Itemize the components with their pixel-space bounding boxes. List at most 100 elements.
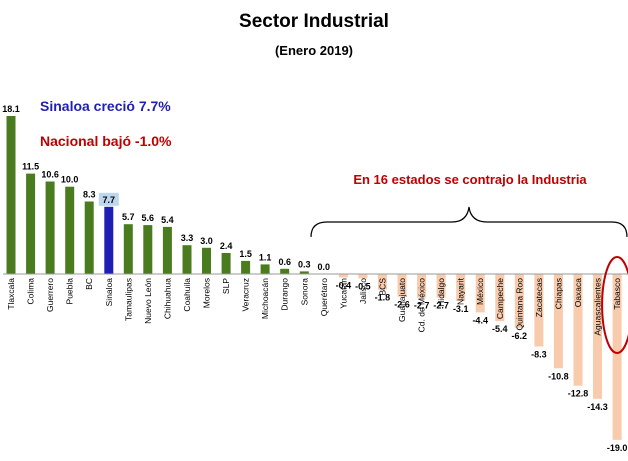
bar [573, 274, 583, 386]
highlight-label-background [98, 192, 119, 206]
bar [358, 274, 368, 279]
value-label: 5.6 [142, 213, 155, 223]
value-label: 5.7 [122, 212, 135, 222]
category-label: Veracruz [241, 278, 251, 312]
bar [84, 201, 94, 274]
category-label: Puebla [65, 278, 75, 305]
category-label: Aguascalientes [593, 278, 603, 336]
category-label: Tabasco [612, 278, 622, 310]
category-label: Durango [280, 278, 290, 311]
value-label: -0.4 [336, 281, 352, 291]
value-label: -8.3 [531, 350, 547, 360]
category-label: Guanajuato [397, 278, 407, 322]
bar [123, 224, 133, 274]
category-label: Colima [26, 278, 36, 305]
value-label: -2.7 [433, 301, 449, 311]
bar [221, 253, 231, 274]
category-label: Chihuahua [162, 278, 172, 319]
value-label: 0.6 [278, 257, 291, 267]
contraction-brace [310, 206, 628, 238]
value-label: 1.5 [239, 249, 252, 259]
bar [65, 186, 75, 274]
value-label: -5.4 [492, 324, 508, 334]
bars-group [6, 116, 622, 440]
bar [495, 274, 505, 322]
category-label: Hidalgo [436, 278, 446, 307]
bar [377, 274, 387, 290]
bar [338, 274, 348, 278]
category-label: SLP [221, 278, 231, 294]
value-label: -2.7 [414, 301, 430, 311]
category-label: Campeche [495, 278, 505, 319]
category-label: Tlaxcala [6, 278, 16, 310]
bar [280, 268, 290, 274]
bar [260, 264, 270, 274]
value-label: 11.5 [22, 162, 39, 172]
value-label: 1.1 [259, 252, 272, 262]
category-label: Michoacán [260, 278, 270, 319]
bar [26, 173, 36, 274]
bar [202, 247, 211, 274]
category-label: Jalisco [358, 278, 368, 304]
category-label: BC [84, 278, 94, 290]
value-label: 2.4 [220, 241, 233, 251]
category-label: Coahuila [182, 278, 192, 312]
category-label: BCS [377, 278, 387, 296]
category-label: Tamaulipas [123, 278, 133, 321]
value-label: 8.3 [83, 190, 96, 200]
value-label: -3.1 [453, 304, 469, 314]
value-label: 0.0 [318, 262, 331, 272]
category-label: Sonora [299, 278, 309, 306]
bar [417, 274, 427, 298]
bar [299, 271, 309, 274]
bar [456, 274, 466, 302]
value-label: 3.0 [200, 236, 213, 246]
bar [162, 226, 172, 274]
category-label: México [475, 278, 485, 305]
bar [241, 260, 251, 274]
category-label: Morelos [202, 278, 212, 308]
annotation-nacional: Nacional bajó -1.0% [40, 133, 172, 149]
value-label: 5.4 [161, 215, 174, 225]
value-label: -19.0 [607, 443, 628, 453]
tabasco-highlight-circle [601, 256, 628, 354]
bar [534, 274, 544, 347]
category-label: Nayarit [456, 277, 466, 305]
bar [397, 274, 407, 297]
category-label: Chiapas [553, 278, 563, 309]
value-label: -1.8 [375, 293, 391, 303]
annotation-sinaloa: Sinaloa creció 7.7% [40, 98, 171, 114]
category-label: Zacatecas [534, 278, 544, 317]
bar [104, 206, 114, 274]
category-label: Nuevo León [143, 278, 153, 324]
category-label: Querétaro [319, 278, 329, 317]
value-label: 10.6 [41, 170, 59, 180]
value-label: -2.6 [394, 300, 410, 310]
chart-title: Sector Industrial [239, 11, 389, 32]
category-label: Sinaloa [104, 278, 114, 307]
category-labels-group: Tlaxcala Colima Guerrero Puebla BC Sinaloa Tam… [6, 277, 622, 335]
value-label: -12.8 [568, 389, 589, 399]
bar [45, 181, 55, 274]
bar [436, 274, 446, 298]
category-label: Oaxaca [573, 278, 583, 308]
category-label: Cd. de México [417, 278, 427, 333]
bar [612, 274, 622, 440]
value-label: 10.0 [61, 175, 79, 185]
category-label: Yucatán [338, 278, 348, 309]
value-labels-group: 18.1 11.510.610.0 8.3 7.7 5.7 5.6 5.4 3.3 3.0 2.4… [2, 104, 627, 453]
value-label: 18.1 [2, 104, 20, 114]
bar [553, 274, 563, 369]
value-label: 7.7 [103, 195, 116, 205]
bar [143, 225, 153, 274]
value-label: -0.5 [355, 281, 371, 291]
value-label: -4.4 [472, 315, 488, 325]
annotation-states: En 16 estados se contrajo la Industria [353, 172, 587, 187]
bar [182, 245, 192, 274]
category-label: Quintana Roo [514, 278, 524, 331]
bar [593, 274, 602, 399]
value-label: 0.3 [298, 259, 311, 269]
value-label: 3.3 [181, 233, 194, 243]
